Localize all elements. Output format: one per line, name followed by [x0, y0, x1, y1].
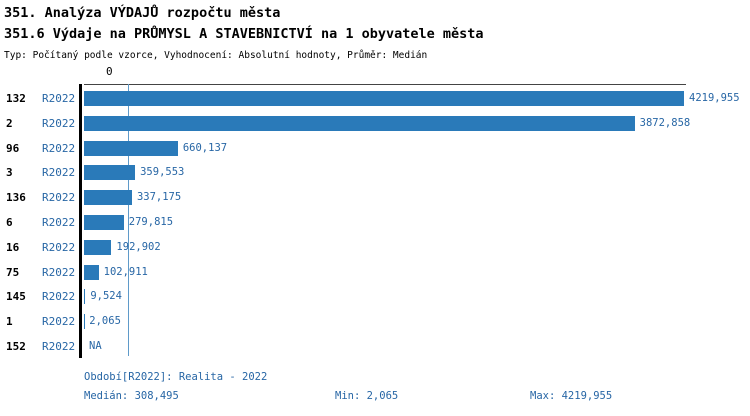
bar	[84, 215, 124, 230]
period-label: R2022	[42, 265, 76, 279]
bar	[84, 190, 132, 206]
bar	[84, 140, 178, 156]
bar-row: 3 R2022 359,553	[0, 162, 750, 186]
bar-row: 145 R2022 9,524	[0, 286, 750, 310]
rank-label: 1	[6, 315, 13, 329]
zero-axis-line	[79, 84, 82, 358]
period-label: R2022	[42, 216, 76, 229]
period-label: R2022	[42, 240, 76, 254]
rank-label: 16	[6, 240, 20, 254]
bar-row: 152 R2022 NA	[0, 336, 750, 360]
footer-max: Max: 4219,955	[530, 390, 613, 402]
rank-label: 132	[6, 92, 26, 105]
value-label: 192,902	[116, 240, 161, 253]
value-label: 3872,858	[639, 116, 691, 129]
rank-label: 136	[6, 191, 26, 205]
bar	[84, 314, 85, 330]
value-label: 102,911	[103, 265, 148, 278]
footer-period: Období[R2022]: Realita - 2022	[84, 371, 268, 383]
bar-row: 136 R2022 337,175	[0, 187, 750, 211]
rank-label: 6	[6, 216, 13, 229]
period-label: R2022	[42, 141, 76, 155]
period-label: R2022	[42, 290, 76, 304]
bar	[84, 165, 136, 181]
value-label: NA	[89, 340, 102, 352]
bar-row: 6 R2022 279,815	[0, 212, 750, 236]
rank-label: 145	[6, 290, 26, 304]
period-label: R2022	[42, 315, 76, 329]
median-line	[127, 84, 129, 356]
value-label: 337,175	[136, 191, 182, 204]
period-label: R2022	[42, 340, 76, 353]
bar-row: 132 R2022 4219,955	[0, 88, 750, 112]
bar-row: 1 R2022 2,065	[0, 311, 750, 335]
period-label: R2022	[42, 92, 76, 105]
bar-row: 96 R2022 660,137	[0, 138, 750, 162]
page-subtitle: 351.6 Výdaje na PRŮMYSL A STAVEBNICTVÍ n…	[4, 26, 484, 42]
value-label: 279,815	[128, 216, 174, 228]
bar	[84, 264, 99, 280]
period-label: R2022	[42, 191, 76, 205]
bar-row: 2 R2022 3872,858	[0, 113, 750, 137]
bar-row: 75 R2022 102,911	[0, 262, 750, 286]
bar	[84, 115, 635, 131]
top-axis-line	[84, 84, 686, 85]
rank-label: 152	[6, 340, 26, 353]
footer-median: Medián: 308,495	[84, 390, 179, 402]
value-label: 660,137	[182, 141, 228, 154]
value-label: 9,524	[90, 290, 122, 303]
period-label: R2022	[42, 166, 76, 180]
value-label: 4219,955	[689, 92, 740, 104]
bar	[84, 91, 684, 106]
period-label: R2022	[42, 116, 76, 130]
rank-label: 96	[6, 141, 20, 155]
value-label: 359,553	[140, 166, 185, 179]
rank-label: 75	[6, 265, 20, 279]
rank-label: 2	[6, 116, 13, 130]
bar	[84, 239, 112, 255]
bar	[84, 289, 86, 305]
value-label: 2,065	[89, 315, 121, 328]
page-title: 351. Analýza VÝDAJŮ rozpočtu města	[4, 5, 281, 21]
bar-row: 16 R2022 192,902	[0, 237, 750, 261]
meta-line: Typ: Počítaný podle vzorce, Vyhodnocení:…	[4, 50, 428, 61]
footer-min: Min: 2,065	[335, 390, 399, 402]
axis-zero-label: 0	[106, 65, 113, 78]
rank-label: 3	[6, 166, 13, 180]
